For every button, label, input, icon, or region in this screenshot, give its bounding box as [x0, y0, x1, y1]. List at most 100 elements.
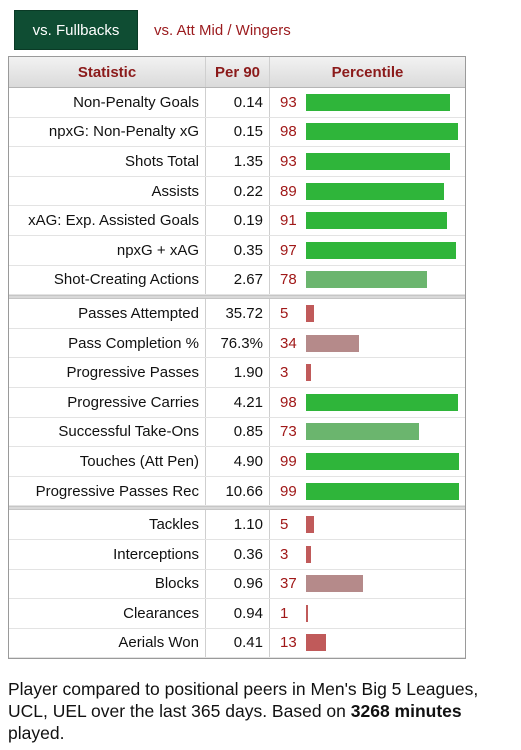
stat-name: Interceptions — [9, 539, 206, 569]
percentile-value: 97 — [280, 241, 297, 259]
tab-vs-fullbacks[interactable]: vs. Fullbacks — [14, 10, 138, 50]
group-separator — [9, 295, 465, 300]
percentile-value: 99 — [280, 482, 297, 500]
per90-value: 0.14 — [206, 88, 270, 117]
percentile-cell: 97 — [270, 236, 465, 265]
percentile-bar — [306, 241, 456, 259]
percentile-value: 93 — [280, 152, 297, 170]
percentile-cell: 93 — [270, 147, 465, 176]
stat-name: Pass Completion % — [9, 328, 206, 358]
percentile-table: Statistic Per 90 Percentile Non-Penalty … — [8, 56, 466, 660]
percentile-cell: 3 — [270, 540, 465, 569]
table-row: Progressive Carries 4.21 98 — [9, 387, 465, 418]
percentile-bar — [306, 93, 450, 111]
per90-value: 1.10 — [206, 510, 270, 539]
table-row: Passes Attempted 35.72 5 — [9, 299, 465, 329]
percentile-cell: 37 — [270, 570, 465, 599]
percentile-bar — [306, 152, 450, 170]
percentile-cell: 93 — [270, 88, 465, 117]
table-row: Shot-Creating Actions 2.67 78 — [9, 265, 465, 296]
table-row: Assists 0.22 89 — [9, 176, 465, 207]
percentile-cell: 99 — [270, 477, 465, 506]
stat-name: Progressive Passes Rec — [9, 476, 206, 506]
table-row: Non-Penalty Goals 0.14 93 — [9, 88, 465, 118]
stat-name: Progressive Passes — [9, 358, 206, 387]
per90-value: 76.3% — [206, 328, 270, 358]
percentile-value: 3 — [280, 545, 289, 563]
percentile-bar — [306, 516, 314, 534]
header-statistic: Statistic — [9, 57, 206, 87]
per90-value: 35.72 — [206, 299, 270, 328]
percentile-bar — [306, 423, 419, 441]
percentile-bar — [306, 482, 459, 500]
stat-name: Non-Penalty Goals — [9, 88, 206, 117]
per90-value: 10.66 — [206, 476, 270, 506]
table-row: Shots Total 1.35 93 — [9, 147, 465, 177]
table-row: Clearances 0.94 1 — [9, 599, 465, 629]
table-row: xAG: Exp. Assisted Goals 0.19 91 — [9, 206, 465, 236]
stat-name: Touches (Att Pen) — [9, 447, 206, 476]
tab-vs-att-mid-wingers[interactable]: vs. Att Mid / Wingers — [154, 21, 291, 39]
stat-name: Aerials Won — [9, 628, 206, 658]
percentile-bar — [306, 182, 444, 200]
percentile-bar — [306, 212, 447, 230]
percentile-bar — [306, 334, 359, 352]
per90-value: 0.36 — [206, 539, 270, 569]
percentile-bar — [306, 393, 458, 411]
percentile-cell: 78 — [270, 266, 465, 295]
stat-name: Passes Attempted — [9, 299, 206, 328]
per90-value: 0.15 — [206, 117, 270, 147]
percentile-value: 73 — [280, 423, 297, 441]
percentile-bar — [306, 364, 311, 382]
percentile-bar — [306, 545, 311, 563]
footer-text: Player compared to positional peers in M… — [8, 679, 479, 721]
percentile-cell: 89 — [270, 177, 465, 206]
table-row: Tackles 1.10 5 — [9, 510, 465, 540]
percentile-bar — [306, 452, 459, 470]
per90-value: 4.90 — [206, 447, 270, 476]
percentile-value: 91 — [280, 212, 297, 230]
percentile-bar — [306, 271, 427, 289]
per90-value: 0.35 — [206, 235, 270, 265]
stat-name: npxG: Non-Penalty xG — [9, 117, 206, 147]
percentile-bar — [306, 304, 314, 322]
table-row: Interceptions 0.36 3 — [9, 539, 465, 570]
percentile-value: 3 — [280, 364, 289, 382]
percentile-bar — [306, 604, 308, 622]
percentile-cell: 1 — [270, 599, 465, 628]
percentile-bar — [306, 575, 363, 593]
comparison-tabs: vs. Fullbacks vs. Att Mid / Wingers — [14, 10, 291, 50]
per90-value: 1.35 — [206, 147, 270, 176]
per90-value: 0.19 — [206, 206, 270, 235]
percentile-cell: 13 — [270, 629, 465, 658]
percentile-cell: 5 — [270, 299, 465, 328]
per90-value: 0.41 — [206, 628, 270, 658]
stat-name: Tackles — [9, 510, 206, 539]
footer-minutes: 3268 minutes — [350, 701, 462, 721]
percentile-cell: 3 — [270, 358, 465, 387]
table-row: Aerials Won 0.41 13 — [9, 628, 465, 659]
stat-name: Assists — [9, 176, 206, 206]
percentile-value: 13 — [280, 634, 297, 652]
per90-value: 0.22 — [206, 176, 270, 206]
percentile-bar — [306, 634, 326, 652]
percentile-cell: 99 — [270, 447, 465, 476]
table-row: npxG: Non-Penalty xG 0.15 98 — [9, 117, 465, 148]
stat-name: Clearances — [9, 599, 206, 628]
stat-name: npxG + xAG — [9, 235, 206, 265]
percentile-cell: 91 — [270, 206, 465, 235]
footer-note: Player compared to positional peers in M… — [8, 678, 518, 744]
stat-name: Shots Total — [9, 147, 206, 176]
per90-value: 0.96 — [206, 569, 270, 599]
table-row: Progressive Passes 1.90 3 — [9, 358, 465, 388]
percentile-value: 98 — [280, 393, 297, 411]
table-row: Blocks 0.96 37 — [9, 569, 465, 600]
footer-text-end: played. — [8, 723, 65, 743]
percentile-cell: 5 — [270, 510, 465, 539]
percentile-cell: 98 — [270, 388, 465, 417]
percentile-value: 34 — [280, 334, 297, 352]
header-percentile: Percentile — [331, 63, 404, 81]
percentile-value: 98 — [280, 123, 297, 141]
percentile-cell: 73 — [270, 418, 465, 447]
stat-name: Shot-Creating Actions — [9, 265, 206, 295]
